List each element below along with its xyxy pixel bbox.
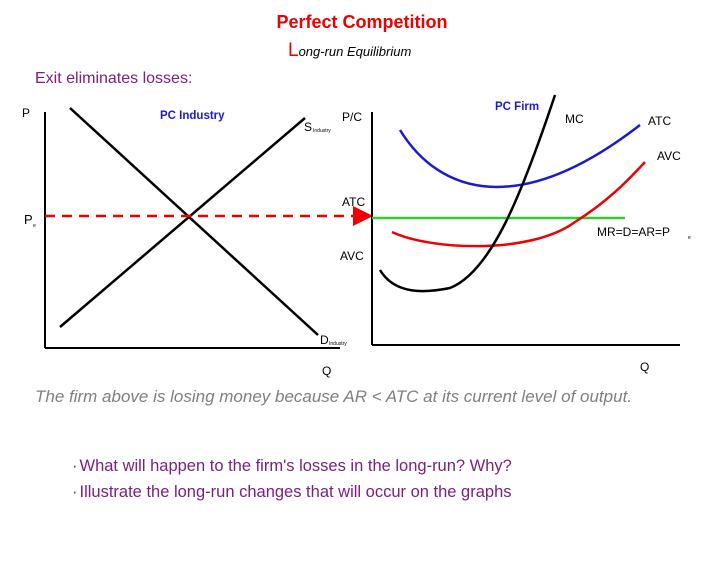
demand-sub: e: [688, 235, 691, 241]
atc-curve: [398, 124, 641, 189]
y-axis-label: P: [22, 106, 30, 120]
supply-curve: [59, 117, 306, 328]
avc-curve: [391, 161, 646, 248]
demand-curve: [69, 107, 319, 336]
y-axis-label: P/C: [342, 110, 362, 124]
title: Perfect Competition: [276, 12, 447, 32]
subtitle-initial: L: [288, 40, 299, 61]
bullet-text: Illustrate the long-run changes that wil…: [79, 483, 512, 501]
demand-label: D: [320, 333, 329, 347]
avc-label: AVC: [657, 149, 681, 163]
supply-label: S: [304, 120, 312, 134]
avc-axis-mark: AVC: [340, 249, 364, 263]
x-axis-label: Q: [640, 360, 649, 374]
lead: Exit eliminates losses:: [35, 70, 192, 87]
price-label: P: [24, 212, 33, 227]
bullet-text: What will happen to the firm's losses in…: [79, 457, 512, 475]
bullet: · Illustrate the long-run changes that wi…: [72, 483, 512, 501]
graph-title: PC Industry: [160, 110, 225, 122]
subtitle-rest: ong-run Equilibrium: [299, 44, 412, 59]
bullet: · What will happen to the firm's losses i…: [72, 457, 512, 475]
supply-sub: Industry: [313, 128, 331, 134]
atc-label: ATC: [648, 114, 671, 128]
demand-sub: Industry: [329, 341, 347, 347]
mc-curve: [378, 94, 557, 293]
price-sub: e: [33, 223, 36, 229]
subtitle: Long-run Equilibrium: [288, 40, 411, 61]
demand-label: MR=D=AR=P: [597, 225, 670, 239]
graph-title: PC Firm: [495, 101, 539, 113]
body-text: The firm above is losing money because A…: [35, 387, 633, 406]
mc-label: MC: [565, 112, 584, 126]
atc-axis-mark: ATC: [342, 195, 365, 209]
x-axis-label: Q: [322, 364, 331, 378]
